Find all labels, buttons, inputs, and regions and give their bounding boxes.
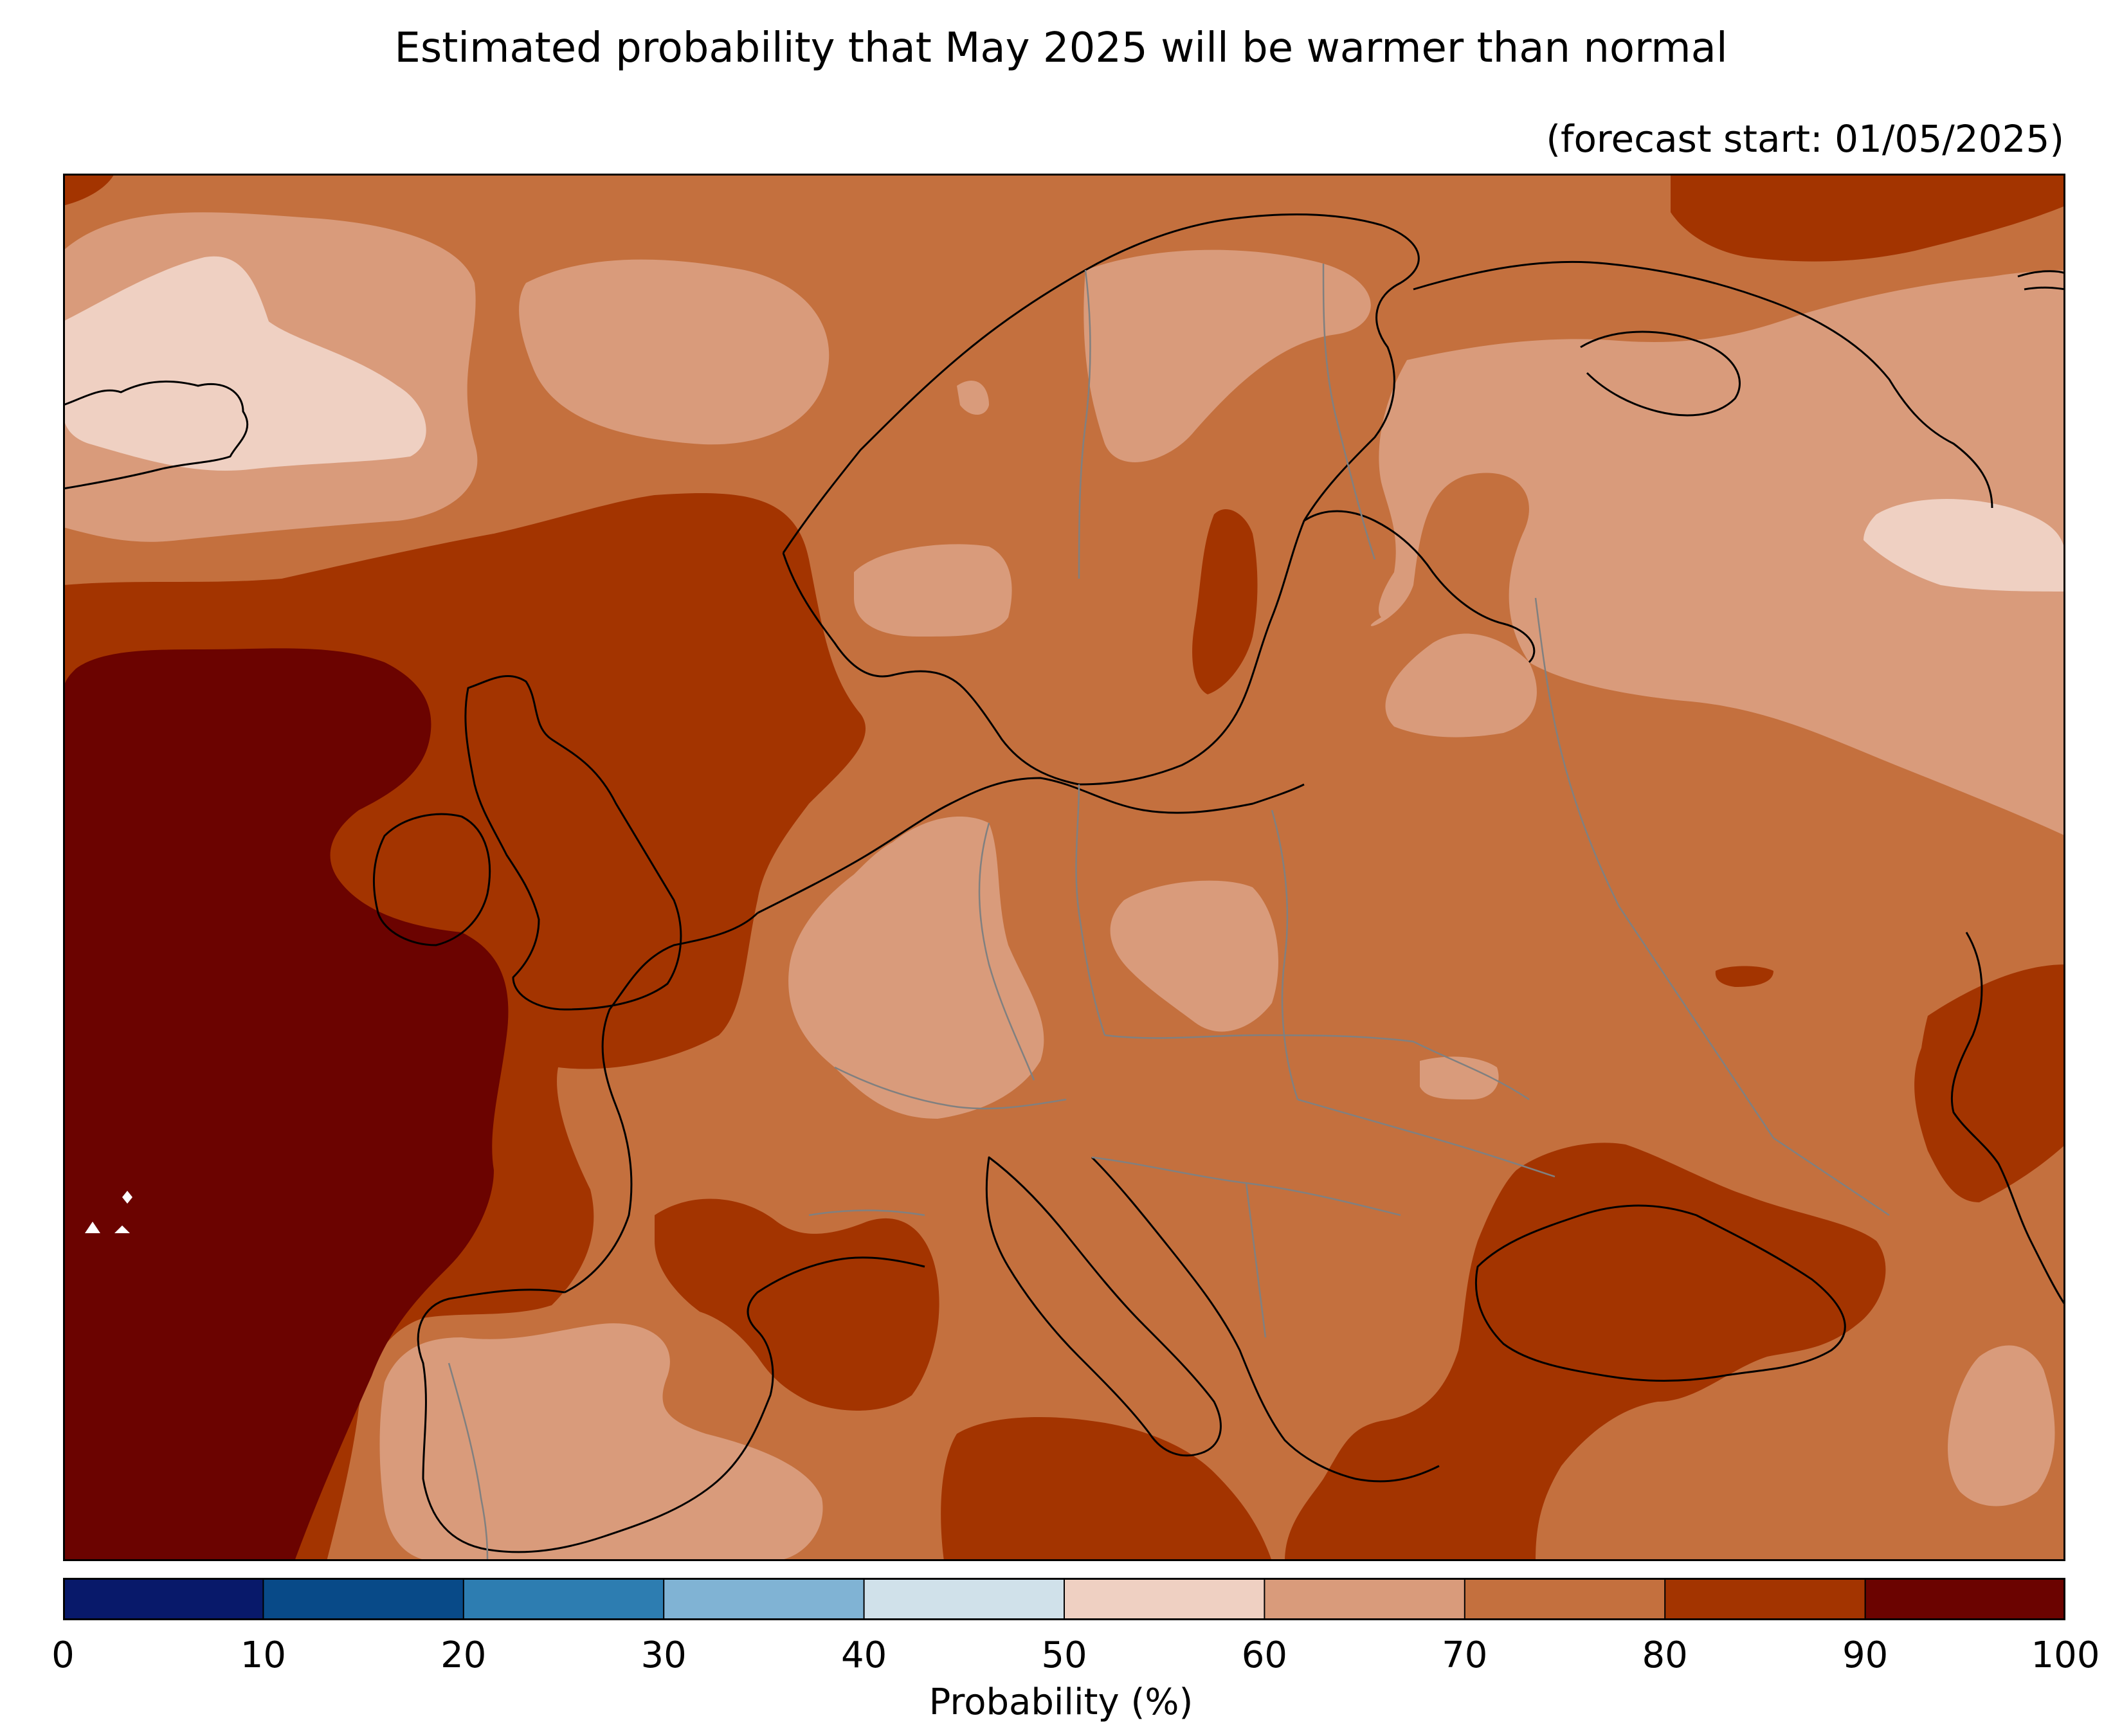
region-60-70-southern-norway [854, 544, 1012, 637]
colorbar-tick-label: 90 [1842, 1634, 1888, 1676]
colorbar-tick-label: 40 [841, 1634, 887, 1676]
colorbar-bin-20-30 [464, 1578, 664, 1620]
colorbar-bin-60-70 [1264, 1578, 1464, 1620]
colorbar-tick-label: 10 [240, 1634, 286, 1676]
colorbar-bin-80-90 [1665, 1578, 1865, 1620]
colorbar-tick-label: 80 [1642, 1634, 1688, 1676]
probability-map [63, 174, 2065, 1561]
colorbar-bin-70-80 [1465, 1578, 1665, 1620]
colorbar-tick-label: 0 [51, 1634, 75, 1676]
colorbar-tick-label: 60 [1242, 1634, 1287, 1676]
colorbar-bins [63, 1578, 2065, 1620]
colorbar-bin-10-20 [263, 1578, 463, 1620]
colorbar-bin-50-60 [1064, 1578, 1264, 1620]
colorbar-label: Probability (%) [0, 1681, 2122, 1723]
colorbar-bin-40-50 [864, 1578, 1064, 1620]
colorbar-bin-90-100 [1865, 1578, 2065, 1620]
colorbar [63, 1578, 2065, 1620]
forecast-start-subtitle: (forecast start: 01/05/2025) [1546, 117, 2064, 161]
colorbar-tick-label: 70 [1442, 1634, 1487, 1676]
colorbar-bin-0-10 [63, 1578, 263, 1620]
colorbar-tick-label: 20 [440, 1634, 486, 1676]
map-title: Estimated probability that May 2025 will… [0, 24, 2122, 72]
colorbar-tick-label: 30 [641, 1634, 687, 1676]
colorbar-tick-label: 100 [2031, 1634, 2100, 1676]
colorbar-tick-label: 50 [1041, 1634, 1087, 1676]
colorbar-bin-30-40 [664, 1578, 864, 1620]
